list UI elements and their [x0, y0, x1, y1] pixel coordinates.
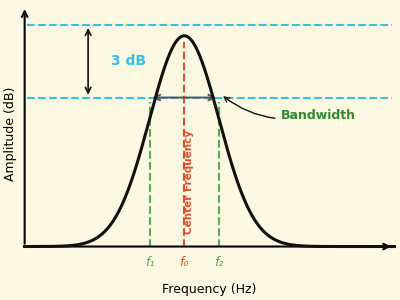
Text: Bandwidth: Bandwidth — [224, 97, 356, 122]
Text: 3 dB: 3 dB — [111, 54, 146, 68]
Text: f₁: f₁ — [145, 256, 154, 269]
Text: Center Frequency: Center Frequency — [184, 130, 194, 234]
Text: f₂: f₂ — [214, 256, 224, 269]
Text: f₀: f₀ — [180, 256, 189, 269]
X-axis label: Frequency (Hz): Frequency (Hz) — [162, 283, 256, 296]
Y-axis label: Amplitude (dB): Amplitude (dB) — [4, 87, 17, 181]
